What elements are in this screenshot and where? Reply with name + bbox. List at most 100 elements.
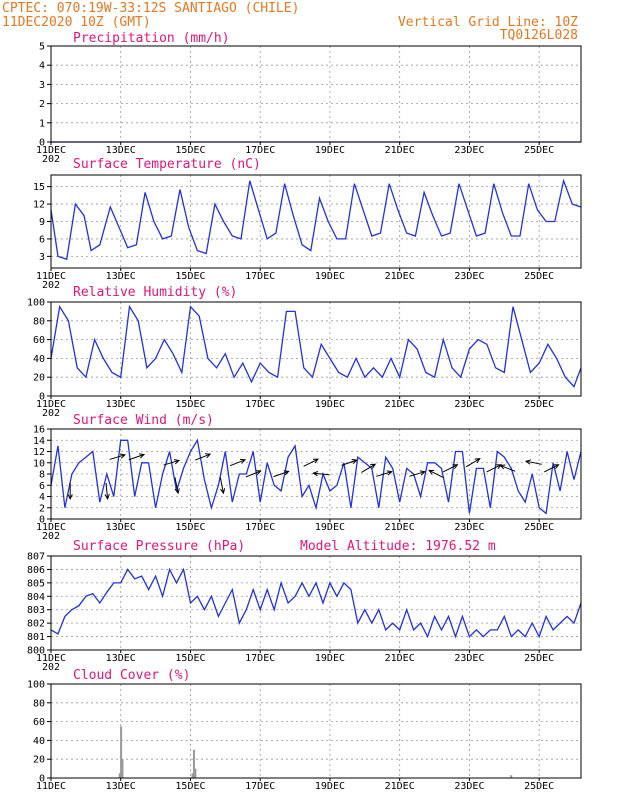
wind-arrow: [341, 459, 357, 466]
wind-xtick-label: 23DEC: [454, 522, 484, 533]
pres-ytick-label: 805: [27, 578, 45, 589]
wind-series-line: [50, 438, 582, 515]
wind-arrow: [442, 464, 458, 473]
pres-frame: [50, 555, 582, 651]
rh-series-line: [50, 304, 582, 388]
wind-arrow: [409, 471, 425, 477]
cloud-xtick-label: 21DEC: [385, 781, 415, 792]
temp-xtick-label: 11DEC: [36, 271, 66, 282]
pres-series-line: [50, 567, 582, 639]
wind-arrow-head: [220, 488, 226, 495]
rh-ytick-label: 80: [33, 316, 45, 327]
precip-ytick-label: 2: [39, 99, 45, 110]
cloud-bar: [120, 726, 123, 778]
wind-ytick-label: 14: [33, 436, 45, 447]
wind-arrow-head: [351, 459, 358, 465]
wind-arrow-head: [370, 463, 377, 469]
pres-xtick-label: 23DEC: [454, 653, 484, 664]
header-station: CPTEC: 070:19W-33:12S SANTIAGO (CHILE): [2, 1, 299, 16]
pres-ytick-label: 807: [27, 552, 45, 563]
temp-frame: [50, 174, 582, 269]
pres-year-label: 202: [42, 662, 60, 673]
wind-title: Surface Wind (m/s): [73, 413, 214, 428]
header-run: 11DEC2020 10Z (GMT): [2, 15, 151, 30]
temp-xtick-label: 25DEC: [524, 271, 554, 282]
temp-ytick-label: 12: [33, 200, 45, 211]
wind-arrow-head: [312, 471, 319, 477]
temp-ytick-label: 3: [39, 252, 45, 263]
wind-arrow-head: [386, 470, 393, 476]
precip-title: Precipitation (mm/h): [73, 31, 230, 46]
precip-xtick-label: 25DEC: [524, 145, 554, 156]
precip-xtick-label: 15DEC: [175, 145, 205, 156]
precip-year-label: 202: [42, 154, 60, 165]
pres-ytick-label: 803: [27, 605, 45, 616]
header-grid-note: Vertical Grid Line: 10Z: [398, 15, 578, 30]
wind-arrow: [163, 459, 180, 466]
rh-xtick-label: 19DEC: [315, 399, 345, 410]
rh-ytick-label: 100: [27, 298, 45, 309]
pres-xtick-label: 17DEC: [245, 653, 275, 664]
wind-ytick-label: 6: [39, 481, 45, 492]
wind-xtick-label: 15DEC: [175, 522, 205, 533]
wind-arrow: [313, 472, 330, 476]
wind-arrow: [219, 477, 224, 494]
wind-arrow: [525, 460, 542, 465]
temp-ytick-label: 9: [39, 217, 45, 228]
cloud-xtick-label: 13DEC: [106, 781, 136, 792]
temp-xtick-label: 19DEC: [315, 271, 345, 282]
wind-year-label: 202: [42, 531, 60, 542]
temp-title: Surface Temperature (nC): [73, 157, 261, 172]
cloud-xtick-label: 17DEC: [245, 781, 275, 792]
wind-arrow: [376, 471, 392, 477]
precip-ytick-label: 5: [39, 42, 45, 53]
temp-xtick-label: 13DEC: [106, 271, 136, 282]
wind-arrow-head: [119, 453, 127, 459]
temp-panel: 3 6 9 12 15 11DEC 13DEC 15DEC 17DEC 19DEC 21DEC 23D…: [33, 157, 582, 291]
rh-xtick-label: 25DEC: [524, 399, 554, 410]
wind-arrow-head: [495, 464, 503, 470]
cloud-bar: [191, 773, 194, 778]
cloud-bar: [192, 749, 195, 778]
precip-ytick-label: 4: [39, 61, 45, 72]
rh-ytick-label: 60: [33, 335, 45, 346]
pres-xtick-label: 11DEC: [36, 653, 66, 664]
rh-xtick-label: 11DEC: [36, 399, 66, 410]
wind-ytick-label: 0: [39, 515, 45, 526]
precip-xtick-label: 11DEC: [36, 145, 66, 156]
cloud-ytick-label: 60: [33, 717, 45, 728]
wind-arrow: [195, 453, 211, 461]
wind-arrow-head: [499, 464, 506, 470]
precip-ytick-label: 3: [39, 80, 45, 91]
wind-ytick-label: 2: [39, 503, 45, 514]
wind-arrow-head: [452, 464, 459, 470]
rh-xtick-label: 23DEC: [454, 399, 484, 410]
wind-xtick-label: 17DEC: [245, 522, 275, 533]
wind-ytick-label: 4: [39, 492, 45, 503]
pres-ytick-label: 802: [27, 619, 45, 630]
wind-xtick-label: 25DEC: [524, 522, 554, 533]
cloud-ytick-label: 80: [33, 698, 45, 709]
wind-arrow-head: [173, 459, 181, 465]
precip-xtick-label: 23DEC: [454, 145, 484, 156]
panels: 0 12 3 4 5 11DEC 13DEC 15DEC 17DEC 19DEC 21DEC 23DE…: [27, 31, 582, 792]
cloud-bar: [510, 775, 513, 778]
temp-series-line: [50, 178, 582, 261]
wind-arrow-head: [524, 459, 532, 465]
cloud-title: Cloud Cover (%): [73, 668, 190, 683]
wind-ytick-label: 10: [33, 458, 45, 469]
wind-arrow-head: [67, 494, 73, 501]
wind-arrow: [109, 454, 126, 460]
cloud-xtick-label: 15DEC: [175, 781, 205, 792]
cloud-panel: 0 20 40 60 80 100 11DEC 13DEC 15DEC 17DEC 19DEC 21D…: [27, 668, 582, 792]
pres-xtick-label: 25DEC: [524, 653, 554, 664]
precip-xtick-label: 19DEC: [315, 145, 345, 156]
cloud-frame: [50, 683, 582, 779]
precip-frame: [50, 45, 582, 143]
rh-frame: [50, 301, 582, 397]
rh-xtick-label: 13DEC: [106, 399, 136, 410]
pres-xtick-label: 15DEC: [175, 653, 205, 664]
header-code: TQ0126L028: [500, 28, 578, 43]
